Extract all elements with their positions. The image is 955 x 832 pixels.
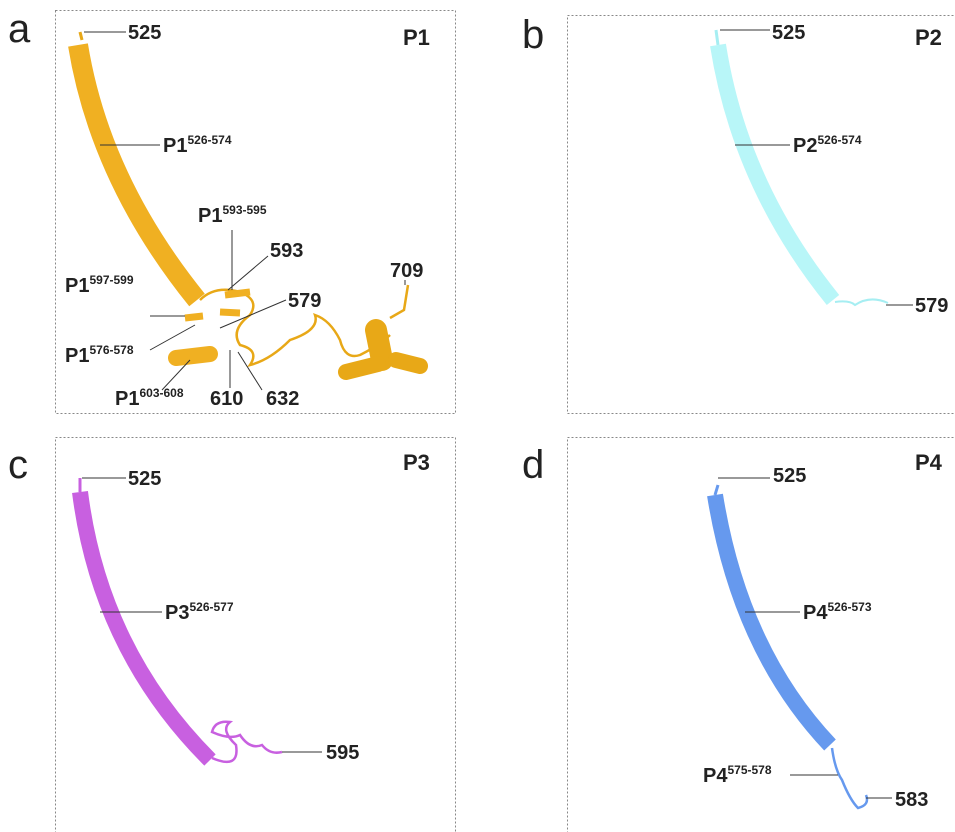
label: 525 [128, 22, 161, 44]
label: 610 [210, 388, 243, 410]
label-sup: 593-595 [222, 203, 266, 217]
figure: a P1 b P2 c P3 d P4 525 P1526-574 P1593-… [0, 0, 955, 832]
structure-p1 [78, 32, 420, 372]
label-main: P4 [703, 765, 728, 787]
label: 595 [326, 742, 359, 764]
label-sup: 526-573 [827, 600, 871, 614]
label-main: P1 [163, 135, 187, 157]
label-main: P1 [198, 205, 222, 227]
panel-letter: d [522, 443, 544, 487]
label-sup: 597-599 [89, 273, 133, 287]
label: P2526-574 [793, 133, 862, 157]
panel-letter: b [522, 13, 544, 57]
label: P3526-577 [165, 600, 234, 624]
label-sup: 526-574 [817, 133, 861, 147]
label-sup: 526-574 [187, 133, 231, 147]
label: P1576-578 [65, 343, 134, 367]
label: 709 [390, 260, 423, 282]
label: P1526-574 [163, 133, 232, 157]
label-main: P2 [793, 135, 817, 157]
label: 525 [128, 468, 161, 490]
label-sup: 526-577 [189, 600, 233, 614]
label: P4526-573 [803, 600, 872, 624]
label-main: P1 [65, 275, 89, 297]
label: P1603-608 [115, 386, 184, 410]
label: P1593-595 [198, 203, 267, 227]
structure-p4 [715, 485, 867, 808]
panel-title: P2 [915, 25, 942, 50]
label-sup: 603-608 [139, 386, 183, 400]
label-main: P4 [803, 602, 828, 624]
label: 579 [915, 295, 948, 317]
panel-title: P1 [403, 25, 430, 50]
panel-letter: a [8, 7, 31, 51]
panel-letter: c [8, 443, 28, 487]
label-sup: 576-578 [89, 343, 133, 357]
panel-box [568, 16, 955, 414]
label: 579 [288, 290, 321, 312]
structure-p2 [716, 30, 888, 305]
label-main: P1 [65, 345, 89, 367]
label: P4575-578 [703, 763, 772, 787]
panel-title: P3 [403, 450, 430, 475]
label: 525 [773, 465, 806, 487]
label-sup: 575-578 [727, 763, 771, 777]
label-main: P3 [165, 602, 189, 624]
label: P1597-599 [65, 273, 134, 297]
label-main: P1 [115, 388, 139, 410]
label: 525 [772, 22, 805, 44]
label: 583 [895, 789, 928, 811]
label: 632 [266, 388, 299, 410]
label: 593 [270, 240, 303, 262]
panel-title: P4 [915, 450, 943, 475]
